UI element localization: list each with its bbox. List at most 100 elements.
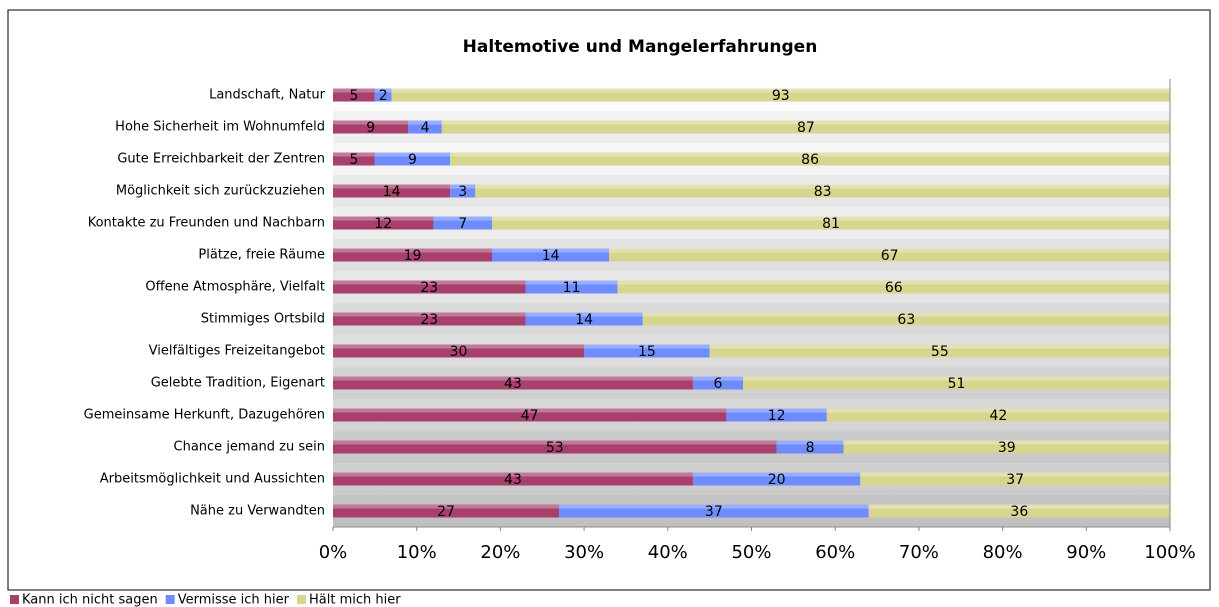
bar-segment xyxy=(333,344,585,358)
y-tick-label: Gute Erreichbarkeit der Zentren xyxy=(117,152,325,167)
bar-shine xyxy=(333,504,559,509)
x-tick-label: 100% xyxy=(1144,542,1195,563)
bar-segment xyxy=(333,312,526,326)
bar-shine xyxy=(868,504,1170,509)
y-tick-label: Gemeinsame Herkunft, Dazugehören xyxy=(84,408,325,423)
data-label: 20 xyxy=(768,472,786,488)
bar-segment xyxy=(450,184,476,198)
legend-swatch xyxy=(165,595,175,604)
bar-segment xyxy=(333,280,526,294)
bar-segment xyxy=(642,312,1170,326)
y-tick-label: Arbeitsmöglichkeit und Aussichten xyxy=(100,472,325,487)
bar-shine xyxy=(609,248,1170,253)
y-tick-label: Kontakte zu Freunden und Nachbarn xyxy=(88,216,325,231)
bar-segment xyxy=(333,184,451,198)
bar-shine xyxy=(860,472,1170,477)
bar-segment xyxy=(492,216,1170,230)
bar-segment xyxy=(333,120,409,134)
bar-segment xyxy=(525,312,643,326)
bar-segment xyxy=(868,504,1170,518)
data-label: 4 xyxy=(421,120,430,136)
data-label: 3 xyxy=(458,184,467,200)
bar-shine xyxy=(776,440,844,445)
bar-segment xyxy=(333,248,493,262)
bar-shine xyxy=(333,248,493,253)
bar-shine xyxy=(843,440,1170,445)
data-label: 87 xyxy=(797,120,815,136)
bar-shine xyxy=(617,280,1170,285)
data-label: 36 xyxy=(1010,504,1028,520)
bar-segment xyxy=(333,376,693,390)
data-label: 37 xyxy=(705,504,723,520)
data-label: 83 xyxy=(814,184,832,200)
bar-shine xyxy=(333,88,375,93)
data-label: 9 xyxy=(408,152,417,168)
data-label: 19 xyxy=(404,248,422,264)
data-label: 6 xyxy=(714,376,723,392)
legend-label: Kann ich nicht sagen xyxy=(22,593,158,607)
data-label: 2 xyxy=(379,88,388,104)
bar-shine xyxy=(492,216,1170,221)
bar-segment xyxy=(558,504,869,518)
bar-segment xyxy=(391,88,1170,102)
bar-shine xyxy=(333,152,375,157)
legend-label: Hält mich hier xyxy=(309,593,401,607)
bar-shine xyxy=(433,216,493,221)
bar-shine xyxy=(333,344,585,349)
data-label: 14 xyxy=(383,184,401,200)
legend-swatch xyxy=(10,595,19,604)
x-tick-label: 70% xyxy=(899,542,939,563)
y-tick-label: Landschaft, Natur xyxy=(209,88,326,103)
bar-shine xyxy=(333,312,526,317)
x-tick-label: 80% xyxy=(983,542,1023,563)
bar-shine xyxy=(333,120,409,125)
bar-segment xyxy=(433,216,493,230)
bar-shine xyxy=(450,152,1170,157)
data-label: 11 xyxy=(563,280,581,296)
x-tick-label: 30% xyxy=(564,542,604,563)
bar-segment xyxy=(333,504,559,518)
data-label: 12 xyxy=(768,408,786,424)
y-tick-label: Plätze, freie Räume xyxy=(198,248,325,263)
bar-segment xyxy=(743,376,1170,390)
bar-segment xyxy=(333,216,434,230)
data-label: 43 xyxy=(504,472,522,488)
bar-shine xyxy=(525,312,643,317)
data-label: 39 xyxy=(998,440,1016,456)
data-label: 23 xyxy=(420,312,438,328)
data-label: 55 xyxy=(931,344,949,360)
x-tick-label: 60% xyxy=(815,542,855,563)
data-label: 7 xyxy=(458,216,467,232)
bar-segment xyxy=(450,152,1170,166)
bar-shine xyxy=(642,312,1170,317)
y-tick-label: Nähe zu Verwandten xyxy=(190,504,325,519)
bar-segment xyxy=(408,120,442,134)
bar-shine xyxy=(826,408,1170,413)
bar-shine xyxy=(441,120,1170,125)
data-label: 37 xyxy=(1006,472,1024,488)
bar-segment xyxy=(860,472,1170,486)
x-tick-label: 10% xyxy=(397,542,437,563)
bar-shine xyxy=(525,280,618,285)
bar-segment xyxy=(333,408,727,422)
x-tick-label: 40% xyxy=(648,542,688,563)
bar-segment xyxy=(726,408,827,422)
data-label: 51 xyxy=(948,376,966,392)
bar-shine xyxy=(450,184,476,189)
bar-segment xyxy=(692,376,744,390)
data-label: 5 xyxy=(349,88,358,104)
data-label: 14 xyxy=(542,248,560,264)
bar-segment xyxy=(333,472,693,486)
y-tick-label: Vielfältiges Freizeitangebot xyxy=(149,344,325,359)
bar-segment xyxy=(475,184,1170,198)
data-label: 30 xyxy=(450,344,468,360)
bar-shine xyxy=(374,88,392,93)
bar-shine xyxy=(726,408,827,413)
bar-shine xyxy=(333,472,693,477)
data-label: 47 xyxy=(521,408,539,424)
x-tick-label: 50% xyxy=(731,542,771,563)
bar-shine xyxy=(408,120,442,125)
legend-label: Vermisse ich hier xyxy=(178,593,290,607)
bar-segment xyxy=(843,440,1170,454)
